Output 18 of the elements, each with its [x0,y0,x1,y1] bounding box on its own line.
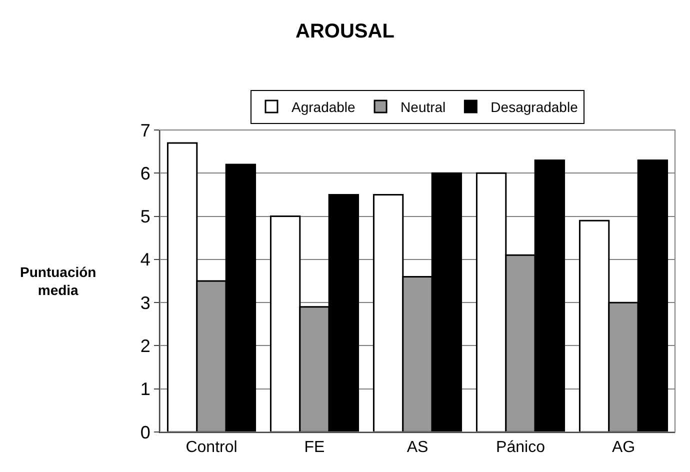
y-tick-label: 0 [140,422,150,442]
y-tick-label: 3 [140,292,150,313]
y-tick-label: 4 [140,250,150,270]
x-tick-label: Control [186,439,238,456]
x-tick-label: FE [304,439,325,456]
legend-label: Neutral [400,99,446,116]
y-tick-label: 7 [140,120,150,140]
legend-label: Desagradable [490,99,578,116]
y-tick-label: 6 [140,163,150,184]
y-tick-label: 5 [140,206,150,227]
x-tick-label: AS [406,439,428,456]
y-tick-label: 2 [140,336,150,356]
x-tick-label: AG [612,439,636,456]
y-axis-title: Puntuación media [20,264,96,298]
y-tick-label: 1 [140,379,150,400]
chart-title: AROUSAL [296,20,394,43]
legend-label: Agradable [292,99,356,116]
x-tick-label: Pánico [496,439,546,456]
